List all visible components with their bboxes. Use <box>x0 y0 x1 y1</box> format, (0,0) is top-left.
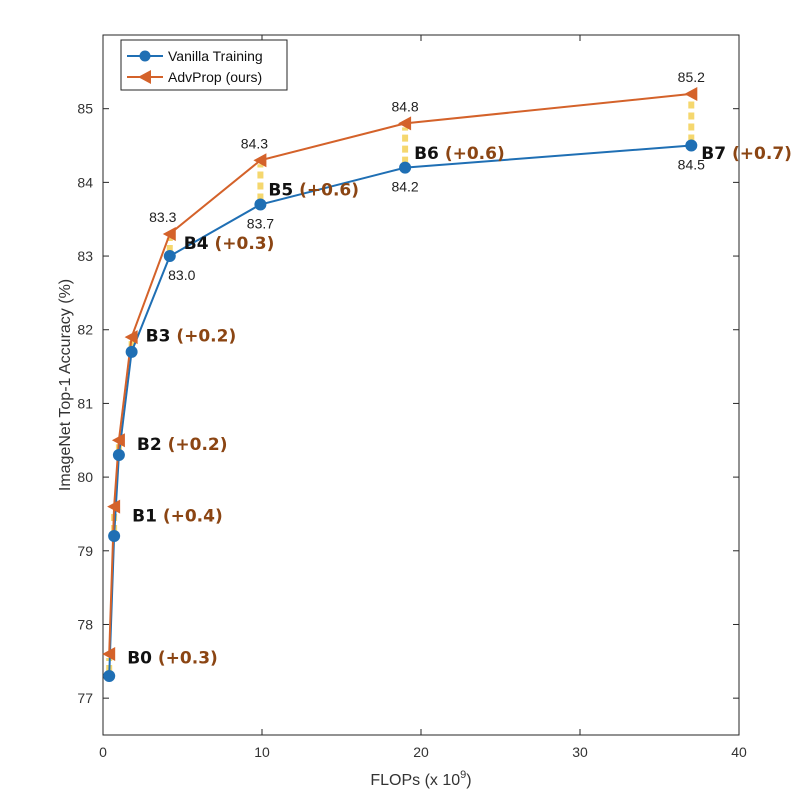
tick-layer: 0 10 20 30 40 77 78 79 80 81 82 83 84 85 <box>77 35 747 760</box>
x-tick-label: 30 <box>572 744 588 760</box>
x-tick-label: 20 <box>413 744 429 760</box>
model-label-B7: B7 (+0.7) <box>701 144 792 164</box>
model-name-B5: B5 <box>268 181 299 201</box>
advprop-value-B4: 83.3 <box>149 209 176 225</box>
vanilla-point-B0 <box>103 670 116 683</box>
advprop-point-B5 <box>253 153 267 168</box>
y-tick-label: 81 <box>77 395 93 411</box>
y-tick-label: 79 <box>77 543 93 559</box>
y-tick-label: 83 <box>77 248 93 264</box>
legend: Vanilla Training AdvProp (ours) <box>120 39 288 91</box>
vanilla-value-B7: 84.5 <box>678 157 705 173</box>
y-tick-label: 77 <box>77 690 93 706</box>
model-gain-B0: (+0.3) <box>158 649 218 669</box>
model-name-B4: B4 <box>184 234 215 254</box>
y-tick-label: 85 <box>77 101 93 117</box>
advprop-point-B0 <box>102 646 116 661</box>
model-name-B0: B0 <box>127 649 158 669</box>
vanilla-point-B7 <box>685 139 698 152</box>
advprop-point-B4 <box>162 226 176 241</box>
advprop-value-B5: 84.3 <box>241 135 268 151</box>
y-tick-label: 84 <box>77 174 93 190</box>
model-gain-B1: (+0.4) <box>163 506 223 526</box>
vanilla-value-B5: 83.7 <box>247 215 274 231</box>
x-tick-label: 40 <box>731 744 747 760</box>
vanilla-point-B5 <box>254 198 267 211</box>
y-axis-label: ImageNet Top-1 Accuracy (%) <box>57 279 74 491</box>
model-label-B1: B1 (+0.4) <box>132 506 223 526</box>
x-axis-label-suffix: ) <box>466 772 471 789</box>
x-axis-label: FLOPs (x 109) <box>370 769 471 789</box>
model-gain-B2: (+0.2) <box>168 435 228 455</box>
x-axis-label-main: FLOPs (x 10 <box>370 772 460 789</box>
model-name-B3: B3 <box>146 327 177 347</box>
model-gain-B5: (+0.6) <box>299 181 359 201</box>
model-label-B4: B4 (+0.3) <box>184 234 275 254</box>
model-gain-B3: (+0.2) <box>176 327 236 347</box>
legend-label-advprop: AdvProp (ours) <box>168 69 262 85</box>
vanilla-value-B4: 83.0 <box>168 267 195 283</box>
model-label-B6: B6 (+0.6) <box>414 144 505 164</box>
advprop-point-B3 <box>124 330 138 345</box>
vanilla-point-B6 <box>399 161 412 174</box>
x-tick-label: 10 <box>254 744 270 760</box>
model-gain-B4: (+0.3) <box>214 234 274 254</box>
advprop-value-B7: 85.2 <box>678 69 705 85</box>
series-layer <box>102 86 698 683</box>
model-name-B2: B2 <box>137 435 168 455</box>
model-label-B5: B5 (+0.6) <box>268 181 359 201</box>
model-name-B6: B6 <box>414 144 445 164</box>
model-label-B0: B0 (+0.3) <box>127 649 218 669</box>
vanilla-point-B4 <box>163 250 176 263</box>
legend-label-vanilla: Vanilla Training <box>168 48 263 64</box>
model-gain-B7: (+0.7) <box>732 144 792 164</box>
advprop-value-B6: 84.8 <box>391 98 418 114</box>
advprop-point-B7 <box>684 86 698 101</box>
plot-area <box>102 34 740 736</box>
x-tick-label: 0 <box>99 744 107 760</box>
model-gain-B6: (+0.6) <box>445 144 505 164</box>
y-tick-label: 80 <box>77 469 93 485</box>
vanilla-series-line <box>108 144 692 677</box>
advprop-point-B2 <box>111 433 125 448</box>
y-tick-label: 82 <box>77 322 93 338</box>
legend-marker-vanilla <box>139 50 151 62</box>
model-label-B3: B3 (+0.2) <box>146 327 237 347</box>
vanilla-value-B6: 84.2 <box>391 179 418 195</box>
vanilla-point-B3 <box>125 345 138 358</box>
y-tick-label: 78 <box>77 616 93 632</box>
advprop-point-B1 <box>107 499 121 514</box>
annotation-layer: B0 (+0.3)B1 (+0.4)B2 (+0.2)B3 (+0.2)B4 (… <box>127 69 792 669</box>
model-name-B1: B1 <box>132 506 163 526</box>
model-label-B2: B2 (+0.2) <box>137 435 228 455</box>
legend-marker-advprop <box>138 70 151 84</box>
model-name-B7: B7 <box>701 144 732 164</box>
x-axis-label-exponent: 9 <box>460 769 466 781</box>
vanilla-point-B2 <box>112 449 125 461</box>
advprop-series-line <box>108 92 692 654</box>
advprop-point-B6 <box>398 116 412 131</box>
vanilla-point-B1 <box>108 530 121 543</box>
